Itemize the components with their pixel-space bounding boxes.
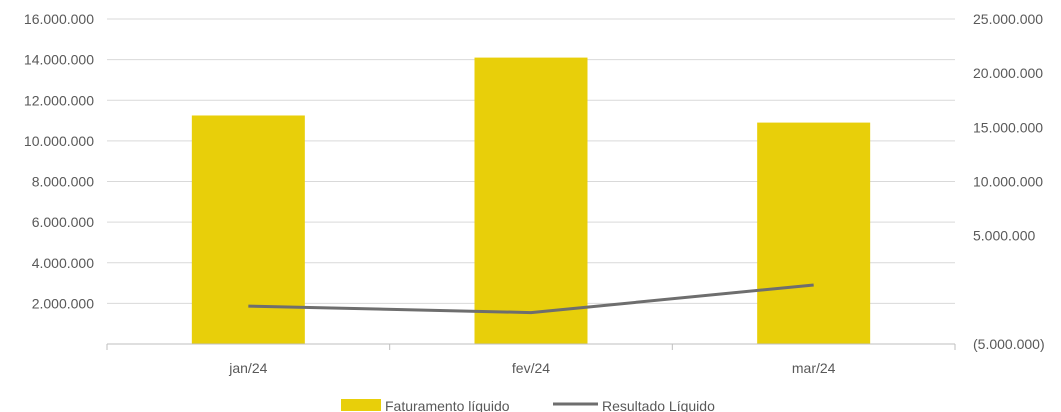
- left-tick-label: 16.000.000: [24, 11, 94, 27]
- left-tick-label: 8.000.000: [32, 174, 94, 190]
- bar: [191, 115, 305, 344]
- legend: Faturamento líquido Resultado Líquido: [341, 398, 715, 412]
- bar-series-faturamento: [191, 57, 871, 344]
- legend-label-resultado: Resultado Líquido: [602, 398, 715, 412]
- bar: [757, 122, 871, 344]
- legend-swatch-faturamento: [341, 399, 381, 411]
- left-tick-label: 12.000.000: [24, 92, 94, 108]
- left-tick-label: 6.000.000: [32, 214, 94, 230]
- x-tick-label: jan/24: [228, 360, 267, 376]
- right-tick-label: 20.000.000: [973, 65, 1043, 81]
- left-tick-label: 14.000.000: [24, 52, 94, 68]
- left-axis-ticks: 2.000.000 4.000.000 6.000.000 8.000.000 10.0…: [24, 11, 94, 311]
- x-tick-label: mar/24: [792, 360, 836, 376]
- right-tick-label: (5.000.000): [973, 336, 1045, 352]
- right-tick-label: 10.000.000: [973, 174, 1043, 190]
- right-tick-label: 5.000.000: [973, 228, 1035, 244]
- legend-label-faturamento: Faturamento líquido: [385, 398, 510, 412]
- right-axis-ticks: (5.000.000) 5.000.000 10.000.000 15.000.000…: [973, 11, 1045, 352]
- left-tick-label: 10.000.000: [24, 133, 94, 149]
- x-tick-label: fev/24: [512, 360, 550, 376]
- left-tick-label: 4.000.000: [32, 255, 94, 271]
- line-series-resultado: [248, 283, 814, 315]
- left-tick-label: 2.000.000: [32, 295, 94, 311]
- bar: [474, 57, 588, 344]
- right-tick-label: 15.000.000: [973, 119, 1043, 135]
- x-axis: jan/24 fev/24 mar/24: [106, 343, 956, 376]
- right-tick-label: 25.000.000: [973, 11, 1043, 27]
